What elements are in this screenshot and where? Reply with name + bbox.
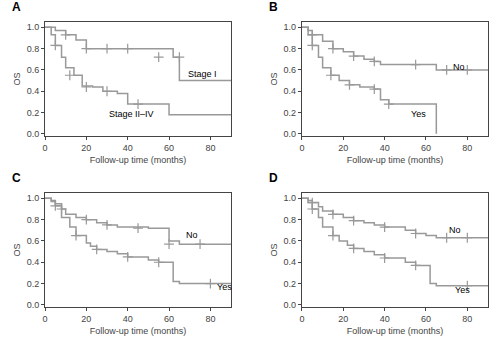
- svg-text:C: C: [12, 171, 21, 185]
- svg-text:0.6: 0.6: [284, 65, 297, 75]
- svg-text:80: 80: [205, 314, 215, 324]
- svg-text:0.2: 0.2: [284, 279, 297, 289]
- svg-text:0.6: 0.6: [27, 65, 40, 75]
- svg-text:20: 20: [81, 314, 91, 324]
- svg-text:0.8: 0.8: [284, 215, 297, 225]
- svg-text:80: 80: [462, 143, 472, 153]
- svg-text:80: 80: [462, 314, 472, 324]
- svg-text:20: 20: [338, 143, 348, 153]
- svg-text:0.2: 0.2: [27, 279, 40, 289]
- svg-text:60: 60: [164, 314, 174, 324]
- svg-text:0.4: 0.4: [284, 257, 297, 267]
- svg-text:0: 0: [42, 143, 47, 153]
- svg-text:No: No: [186, 230, 198, 240]
- svg-text:No: No: [453, 62, 465, 72]
- svg-text:1.0: 1.0: [27, 22, 40, 32]
- svg-text:No: No: [449, 225, 461, 235]
- svg-text:0.0: 0.0: [284, 300, 297, 310]
- svg-text:60: 60: [164, 143, 174, 153]
- svg-text:0.6: 0.6: [27, 236, 40, 246]
- svg-text:0.4: 0.4: [284, 86, 297, 96]
- svg-text:80: 80: [205, 143, 215, 153]
- svg-text:OS: OS: [269, 243, 279, 256]
- svg-text:20: 20: [338, 314, 348, 324]
- svg-text:0.8: 0.8: [27, 44, 40, 54]
- svg-text:OS: OS: [269, 72, 279, 85]
- svg-text:0.0: 0.0: [284, 129, 297, 139]
- svg-text:OS: OS: [12, 243, 22, 256]
- svg-text:Stage I: Stage I: [188, 69, 217, 79]
- svg-text:0.2: 0.2: [27, 108, 40, 118]
- svg-text:40: 40: [123, 314, 133, 324]
- svg-text:Follow-up time (months): Follow-up time (months): [347, 326, 444, 336]
- svg-text:OS: OS: [12, 72, 22, 85]
- svg-text:D: D: [269, 171, 278, 185]
- svg-text:0: 0: [299, 143, 304, 153]
- svg-text:Yes: Yes: [217, 282, 232, 292]
- svg-text:0.0: 0.0: [27, 129, 40, 139]
- svg-text:0.6: 0.6: [284, 236, 297, 246]
- svg-text:40: 40: [380, 314, 390, 324]
- svg-text:Stage II–IV: Stage II–IV: [109, 109, 154, 119]
- svg-text:0.8: 0.8: [27, 215, 40, 225]
- svg-text:1.0: 1.0: [27, 193, 40, 203]
- svg-text:B: B: [269, 0, 278, 14]
- svg-text:0: 0: [299, 314, 304, 324]
- svg-text:40: 40: [123, 143, 133, 153]
- svg-text:60: 60: [421, 314, 431, 324]
- svg-text:0.8: 0.8: [284, 44, 297, 54]
- svg-text:Yes: Yes: [411, 109, 426, 119]
- svg-text:0.4: 0.4: [27, 257, 40, 267]
- svg-text:Yes: Yes: [455, 285, 470, 295]
- svg-text:Follow-up time (months): Follow-up time (months): [90, 155, 187, 165]
- svg-text:Follow-up time (months): Follow-up time (months): [90, 326, 187, 336]
- svg-text:20: 20: [81, 143, 91, 153]
- svg-text:0: 0: [42, 314, 47, 324]
- svg-text:1.0: 1.0: [284, 193, 297, 203]
- svg-text:0.4: 0.4: [27, 86, 40, 96]
- svg-text:A: A: [12, 0, 21, 14]
- svg-text:0.0: 0.0: [27, 300, 40, 310]
- svg-text:Follow-up time (months): Follow-up time (months): [347, 155, 444, 165]
- svg-text:1.0: 1.0: [284, 22, 297, 32]
- svg-text:40: 40: [380, 143, 390, 153]
- svg-text:0.2: 0.2: [284, 108, 297, 118]
- svg-text:60: 60: [421, 143, 431, 153]
